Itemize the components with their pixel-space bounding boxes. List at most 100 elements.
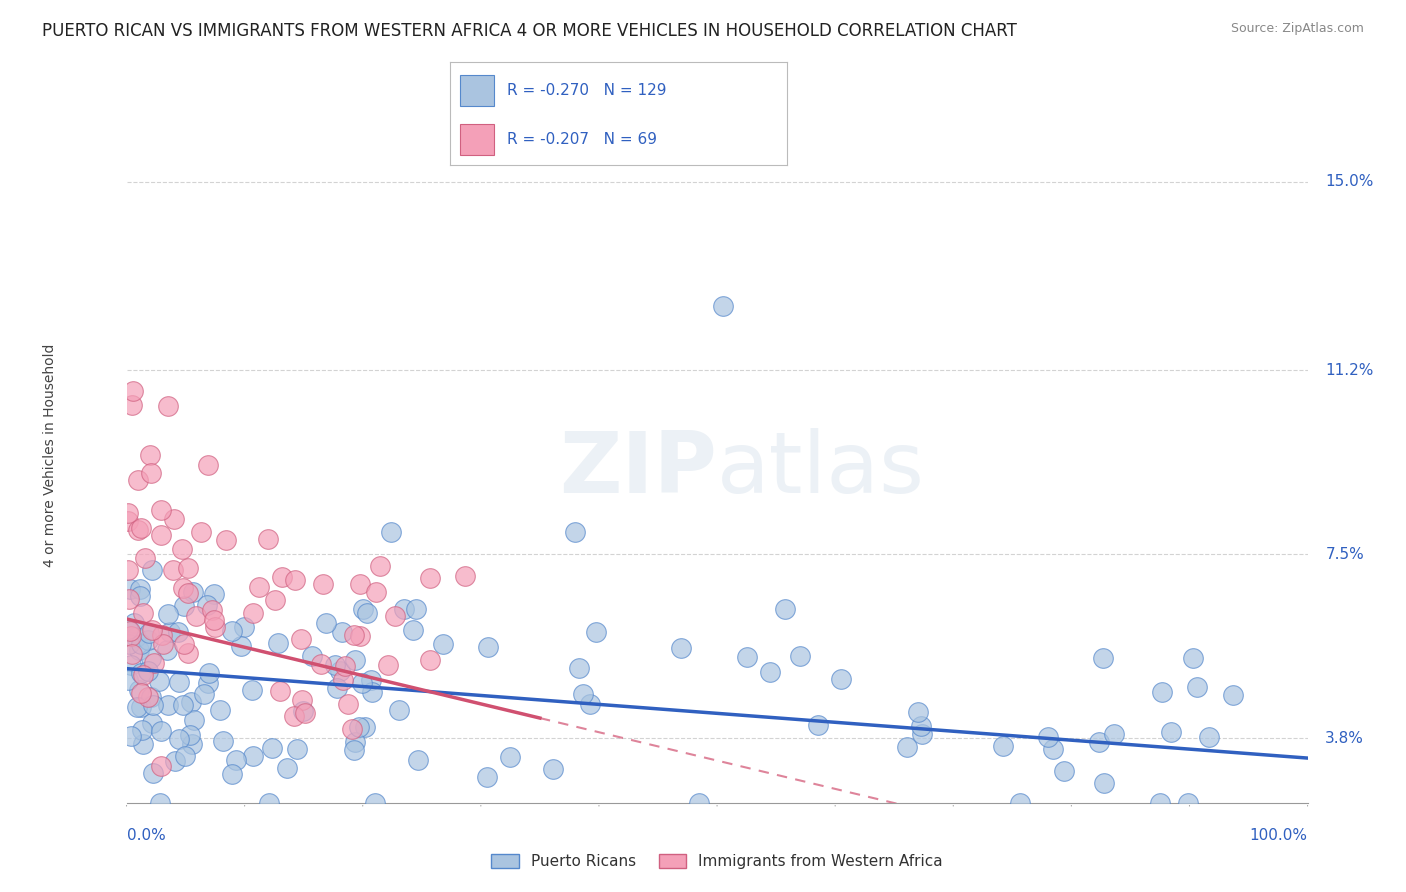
Point [1091,651,1114,665]
Point [907,705,929,719]
Point [330,625,353,640]
Point [225,753,247,767]
Point [285,742,308,756]
Point [184,609,207,624]
Point [142,698,165,713]
Point [406,753,429,767]
Point [475,770,498,784]
Point [173,599,195,613]
Point [177,561,200,575]
Point [163,512,186,526]
Point [181,585,204,599]
Bar [460,124,494,155]
Point [197,676,219,690]
Point [564,525,586,540]
Point [120,657,142,672]
Point [1182,650,1205,665]
Point [174,748,197,763]
Text: Source: ZipAtlas.com: Source: ZipAtlas.com [1230,22,1364,36]
Point [127,473,149,487]
Point [195,599,218,613]
Point [142,656,165,670]
Point [117,622,139,636]
Point [1102,727,1125,741]
Text: 7.5%: 7.5% [1326,547,1364,562]
Point [156,698,179,712]
Point [991,739,1014,754]
Point [221,624,243,638]
Point [117,506,139,520]
Point [364,796,387,810]
Point [688,796,710,810]
Point [735,650,758,665]
Point [128,589,150,603]
Point [139,690,162,704]
Point [131,723,153,737]
Point [159,624,181,639]
Point [1198,730,1220,744]
Point [477,640,499,654]
Point [326,681,349,695]
Bar [460,75,494,105]
Point [343,628,366,642]
Point [180,737,202,751]
Point [360,673,382,688]
Text: 100.0%: 100.0% [1250,828,1308,843]
Point [283,709,305,723]
Point [215,533,238,547]
Point [405,601,427,615]
Point [129,700,152,714]
Point [149,796,172,810]
Point [183,713,205,727]
Point [343,743,366,757]
Point [156,399,179,413]
Point [380,525,402,540]
Point [368,559,391,574]
Point [232,620,254,634]
Point [120,624,142,638]
Point [1042,742,1064,756]
Text: PUERTO RICAN VS IMMIGRANTS FROM WESTERN AFRICA 4 OR MORE VEHICLES IN HOUSEHOLD C: PUERTO RICAN VS IMMIGRANTS FROM WESTERN … [42,22,1017,40]
Point [388,703,411,717]
Point [131,521,153,535]
Point [177,586,200,600]
Point [360,685,382,699]
Point [242,606,264,620]
Point [163,754,186,768]
Point [221,767,243,781]
Point [292,705,315,719]
Point [208,703,231,717]
Point [138,664,160,678]
Text: 3.8%: 3.8% [1326,731,1364,746]
Point [1177,796,1199,810]
Point [312,577,335,591]
Point [309,657,332,672]
Point [190,524,212,539]
Point [148,674,170,689]
Point [323,658,346,673]
Point [139,448,162,462]
Point [356,606,378,620]
Point [773,602,796,616]
Text: 0.0%: 0.0% [127,828,166,843]
Point [260,741,283,756]
Point [172,698,194,713]
Point [1088,735,1111,749]
Point [807,717,830,731]
Point [1036,731,1059,745]
Point [149,723,172,738]
Point [198,665,221,680]
Point [340,722,363,736]
Point [1010,796,1032,810]
Point [711,299,734,313]
Point [352,602,374,616]
Point [454,569,477,583]
Point [364,585,387,599]
Point [132,667,155,681]
Point [349,720,371,734]
Legend: Puerto Ricans, Immigrants from Western Africa: Puerto Ricans, Immigrants from Western A… [485,847,949,875]
Point [350,676,373,690]
Point [118,582,141,597]
Point [127,524,149,538]
Point [117,514,139,528]
